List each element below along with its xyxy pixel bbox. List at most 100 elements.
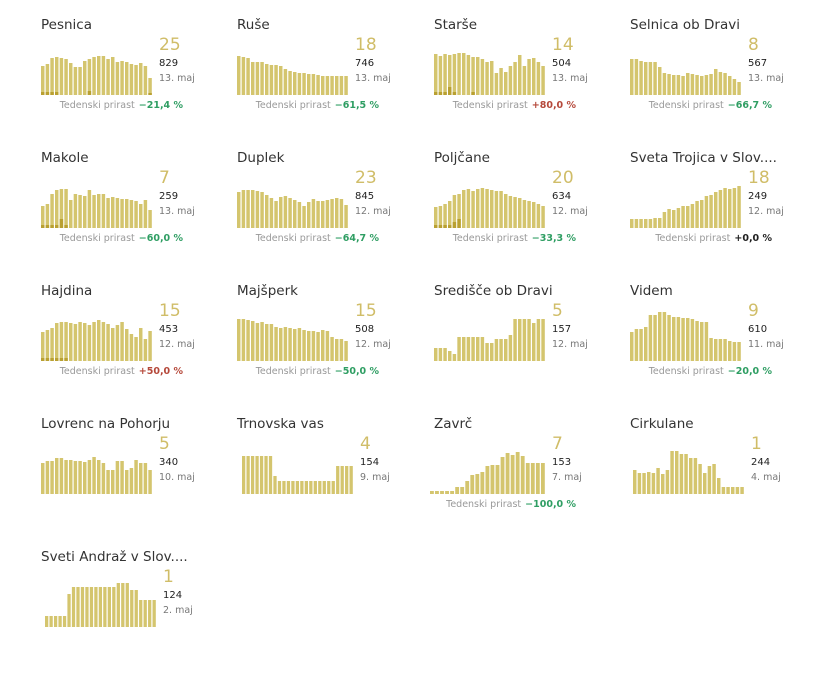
bar (644, 327, 648, 361)
bar (125, 329, 129, 361)
bar (300, 481, 304, 494)
bar-highlight (55, 225, 59, 228)
bar (260, 62, 264, 95)
date-label: 9. maj (360, 472, 390, 483)
bar (316, 332, 320, 361)
bar (714, 192, 718, 228)
bar (115, 62, 120, 95)
bar (644, 219, 648, 228)
bar (639, 61, 643, 95)
bar-chart-svg (633, 451, 744, 494)
bar (535, 463, 540, 494)
weekly-growth: Tedenski prirast −60,0 % (60, 233, 183, 244)
bar-chart-svg (434, 188, 545, 228)
bar (520, 456, 525, 494)
bar (259, 456, 264, 494)
bar (452, 54, 457, 95)
bar (97, 194, 101, 228)
bar (480, 337, 485, 361)
bar (513, 197, 517, 228)
bar (653, 315, 657, 361)
total-value: 829 (159, 58, 179, 69)
bar-highlight (148, 93, 152, 95)
bar (139, 463, 143, 494)
latest-value: 5 (552, 301, 563, 321)
bar (45, 616, 49, 627)
bar (286, 481, 291, 494)
bar (58, 616, 62, 627)
bar (527, 201, 531, 228)
bar-highlight (41, 92, 45, 95)
bar (41, 206, 45, 228)
bar (541, 319, 545, 361)
bar (470, 475, 475, 494)
bar (339, 339, 344, 361)
bar (737, 82, 741, 95)
latest-value: 9 (748, 301, 759, 321)
bar (522, 66, 527, 95)
bar (504, 339, 508, 361)
panel-pesnica: Pesnica 25 829 13. maj Tedenski prirast −21,4… (41, 17, 231, 145)
bar-chart-svg (41, 320, 152, 361)
bar (101, 322, 106, 361)
bar (325, 76, 330, 95)
bar (125, 62, 129, 95)
bar-chart (41, 45, 153, 95)
bar (264, 456, 268, 494)
bar (541, 66, 545, 95)
bar-highlight (471, 92, 475, 95)
bar-highlight (443, 92, 447, 95)
panel-trnovska-vas: Trnovska vas 4 154 9. maj (237, 416, 427, 544)
weekly-growth-value: +0,0 % (734, 233, 772, 244)
bar (690, 74, 695, 95)
bar (434, 207, 438, 228)
bar (125, 470, 129, 494)
bar (695, 201, 699, 228)
bar (462, 190, 466, 228)
bar (111, 57, 115, 95)
bar (658, 312, 662, 361)
bar (630, 332, 634, 361)
bar (260, 192, 264, 228)
bar (518, 319, 522, 361)
bar (269, 324, 274, 361)
bar-highlight (45, 92, 50, 95)
bar (435, 491, 439, 494)
bar (71, 587, 76, 627)
bar (653, 62, 657, 95)
total-value: 157 (552, 324, 572, 335)
bar (690, 319, 695, 361)
bar (530, 463, 535, 494)
bar (639, 219, 643, 228)
bar-highlight (45, 358, 50, 361)
bar-chart-svg (41, 457, 152, 494)
weekly-growth-label: Tedenski prirast (648, 100, 724, 111)
date-label: 13. maj (355, 73, 391, 84)
bar (440, 491, 444, 494)
bar (490, 465, 495, 494)
bar-highlight (434, 225, 438, 228)
bar (445, 491, 449, 494)
bar (134, 65, 138, 95)
latest-value: 18 (355, 35, 377, 55)
latest-value: 20 (552, 168, 574, 188)
bar (106, 59, 110, 95)
panel-title: Zavrč (434, 416, 473, 432)
bar (291, 481, 295, 494)
bar (515, 452, 520, 494)
bar (83, 196, 87, 228)
bar (53, 616, 58, 627)
bar (443, 54, 447, 95)
bar (695, 75, 699, 95)
bar (700, 76, 704, 95)
bar-chart (41, 444, 153, 494)
total-value: 634 (552, 191, 572, 202)
weekly-growth: Tedenski prirast −64,7 % (256, 233, 379, 244)
bar (647, 472, 651, 494)
bar (139, 63, 143, 95)
weekly-growth-value: −60,0 % (138, 233, 183, 244)
bar (73, 324, 78, 361)
bar (728, 76, 732, 95)
bar (241, 319, 246, 361)
bar (143, 66, 148, 95)
